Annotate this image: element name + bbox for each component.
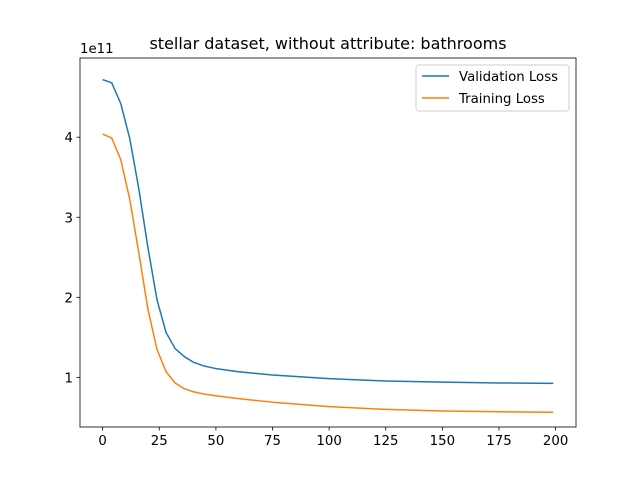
y-tick-label: 4 (65, 131, 73, 146)
y-tick-label: 3 (65, 211, 73, 226)
x-tick-label: 0 (98, 434, 106, 449)
axes: 0 25 50 75 100 125 150 175 200 1 2 3 4 (65, 57, 577, 449)
legend-label-1: Training Loss (458, 92, 545, 107)
chart-title: stellar dataset, without attribute: bath… (149, 34, 506, 53)
series-line-1 (102, 133, 554, 413)
legend: Validation Loss Training Loss (415, 64, 570, 112)
y-offset-label: 1e11 (80, 42, 114, 57)
plot-area (102, 78, 554, 413)
x-tick-label: 75 (264, 434, 281, 449)
axes-frame (79, 57, 577, 428)
y-tick-label: 2 (65, 291, 73, 306)
x-tick-label: 100 (316, 434, 341, 449)
x-tick-label: 200 (543, 434, 568, 449)
x-tick-label: 25 (151, 434, 168, 449)
x-tick-label: 150 (430, 434, 455, 449)
y-tick-label: 1 (65, 371, 73, 386)
x-tick-label: 125 (373, 434, 398, 449)
series-line-0 (102, 78, 554, 385)
x-tick-label: 175 (486, 434, 511, 449)
legend-box (415, 64, 570, 112)
legend-label-0: Validation Loss (459, 70, 558, 85)
x-tick-label: 50 (207, 434, 224, 449)
